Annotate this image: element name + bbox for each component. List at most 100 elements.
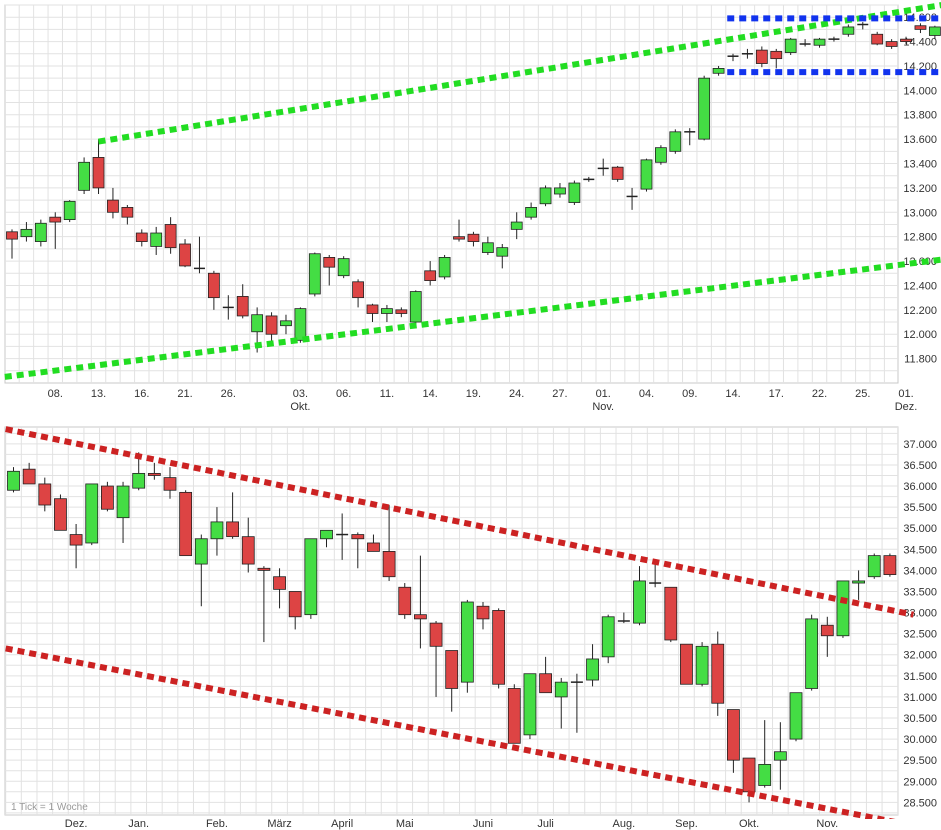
candle-down [147, 472, 161, 476]
x-tick-label: Juni [473, 818, 493, 830]
candle-up [852, 580, 865, 584]
x-tick-label: 14. [725, 388, 740, 400]
candle-down [453, 236, 465, 240]
x-tick-label: Mai [396, 818, 414, 830]
y-tick-label: 31.500 [903, 671, 937, 683]
weekly-chart: 28.500 29.000 29.500 30.000 30.500 31.000 31.5… [4, 426, 937, 830]
candle-up [805, 618, 819, 689]
candle-down [6, 231, 18, 240]
candle-down [507, 688, 521, 744]
candle-up [409, 291, 422, 323]
candle-up [150, 232, 163, 247]
x-tick-label: März [267, 818, 291, 830]
weekly-plot-area [4, 426, 899, 816]
candle-up [928, 26, 941, 36]
x-tick-label: 19. [466, 388, 481, 400]
candle-up [251, 314, 264, 333]
candle-up [34, 222, 47, 242]
candle-down [885, 41, 898, 47]
weekly-trendlines [5, 426, 914, 819]
candle-down [163, 477, 177, 491]
candle-up [698, 77, 711, 140]
candle-down [742, 757, 756, 793]
candle-down [883, 555, 897, 576]
y-tick-label: 13.000 [903, 207, 937, 219]
candle-down [257, 567, 271, 571]
lower-channel-line [5, 645, 896, 819]
candle-up [304, 538, 318, 616]
candle-down [164, 224, 177, 249]
candle-up [381, 308, 393, 314]
y-tick-label: 29.000 [903, 776, 937, 788]
candle-up [132, 472, 146, 489]
candle-down [92, 157, 105, 189]
candle-down [323, 257, 336, 268]
candle-down [49, 216, 62, 223]
candle-up [633, 580, 646, 624]
y-tick-label: 12.400 [903, 280, 937, 292]
candle-up [523, 673, 537, 736]
x-tick-label: Jan. [128, 818, 149, 830]
y-tick-label: 28.500 [903, 797, 937, 809]
candle-up [554, 681, 568, 698]
y-tick-label: 30.000 [903, 734, 937, 746]
candle-up [85, 483, 99, 544]
y-tick-label: 32.000 [903, 650, 937, 662]
candle-up [7, 470, 20, 491]
y-tick-label: 12.000 [903, 329, 937, 341]
candle-down [367, 542, 380, 552]
x-tick-label: 01. [898, 388, 913, 400]
daily-candles [6, 22, 941, 353]
candle-down [265, 315, 278, 335]
candle-down [539, 673, 552, 694]
candle-down [54, 498, 67, 531]
candle-down [727, 709, 740, 761]
candle-down [467, 233, 480, 242]
x-tick-sublabel: Dez. [895, 401, 918, 413]
candle-down [900, 38, 912, 42]
candle-up [116, 485, 130, 519]
x-tick-label: Juli [537, 818, 554, 830]
candle-down [241, 536, 255, 565]
y-tick-label: 12.800 [903, 232, 937, 244]
candle-down [366, 304, 379, 314]
x-tick-label: 13. [91, 388, 106, 400]
candle-up [294, 308, 307, 341]
candle-up [867, 555, 881, 578]
x-tick-label: 01. [596, 388, 611, 400]
candle-down [179, 491, 193, 557]
tick-interval-note: 1 Tick = 1 Woche [11, 802, 88, 813]
y-tick-label: 13.600 [903, 134, 937, 146]
x-tick-label: 16. [134, 388, 149, 400]
candle-down [770, 50, 783, 60]
x-tick-label: Sep. [675, 818, 698, 830]
candle-down [429, 622, 443, 647]
x-tick-label: 14. [423, 388, 438, 400]
candle-up [695, 645, 709, 685]
x-tick-label: 22. [812, 388, 827, 400]
candle-down [914, 25, 927, 30]
y-tick-label: 34.500 [903, 544, 937, 556]
x-tick-label: 25. [855, 388, 870, 400]
candle-up [496, 247, 509, 257]
candle-up [586, 658, 599, 681]
candle-down [871, 33, 884, 45]
y-tick-label: 29.500 [903, 755, 937, 767]
candle-up [655, 147, 667, 163]
candle-down [273, 576, 286, 590]
candle-down [38, 483, 52, 506]
x-tick-label: 06. [336, 388, 351, 400]
candle-down [680, 643, 693, 685]
x-tick-label: 08. [48, 388, 63, 400]
candle-up [210, 521, 224, 540]
candle-up [510, 221, 523, 230]
candle-down [135, 232, 148, 242]
y-tick-label: 31.000 [903, 692, 937, 704]
candle-down [226, 521, 240, 538]
candle-up [784, 38, 797, 53]
y-tick-label: 35.000 [903, 523, 937, 535]
candle-up [438, 257, 451, 278]
x-tick-label: April [331, 818, 353, 830]
candle-down [395, 309, 408, 314]
x-tick-label: 24. [509, 388, 524, 400]
